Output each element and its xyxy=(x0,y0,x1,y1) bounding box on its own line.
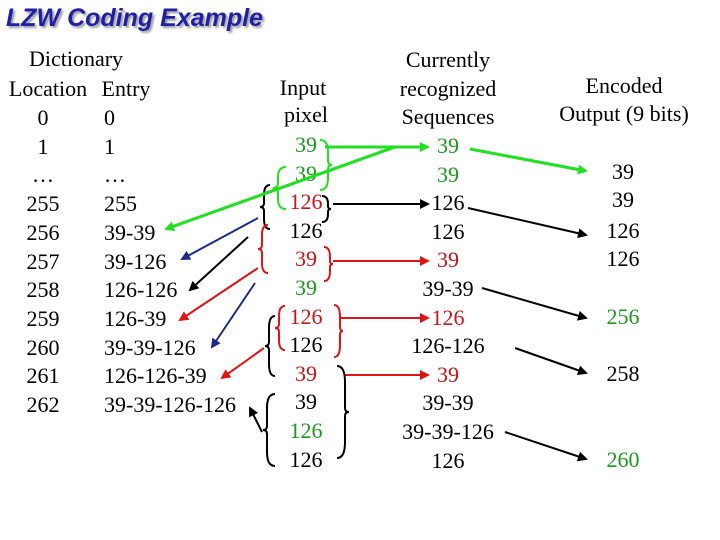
bracket-red-left-2 xyxy=(274,305,286,351)
dictionary-location: 259 xyxy=(26,305,60,331)
dictionary-location: 261 xyxy=(26,363,60,389)
recognized-sequence-value: 126 xyxy=(431,304,465,330)
arrow-seq-to-out-39 xyxy=(469,147,588,175)
dictionary-entry: 126-39 xyxy=(104,305,167,331)
dictionary-location: … xyxy=(32,162,54,188)
bracket-black-left-1 xyxy=(259,184,271,230)
dictionary-location: 255 xyxy=(26,191,60,217)
recognized-sequence-value: 126-126 xyxy=(411,333,485,359)
dictionary-header: Dictionary xyxy=(28,46,124,71)
output-bits-header: Output (9 bits) xyxy=(559,101,689,126)
dictionary-location: 256 xyxy=(26,219,60,245)
recognized-sequence-value: 126 xyxy=(431,218,465,244)
bracket-black-right-3 xyxy=(336,365,350,459)
input-pixel-value: 126 xyxy=(289,332,323,358)
encoded-output-value: 258 xyxy=(606,361,640,386)
bracket-green-left xyxy=(272,166,287,210)
arrow-seq-to-entry-258 xyxy=(188,236,249,292)
arrow-seq-to-out-256 xyxy=(481,287,588,321)
input-pixel-value: 126 xyxy=(289,217,323,243)
input-pixel-value: 39 xyxy=(295,246,317,272)
dictionary-entry: 126-126-39 xyxy=(104,363,207,389)
dictionary-location: 257 xyxy=(26,248,60,274)
input-pixel-value: 126 xyxy=(289,418,323,443)
dictionary-entry: 39-126 xyxy=(104,248,167,274)
bracket-black-left-2 xyxy=(264,315,276,377)
dictionary-location: 260 xyxy=(26,334,60,360)
recognized-sequence-value: 39 xyxy=(437,361,459,387)
input-pixel-value: 126 xyxy=(289,446,323,472)
encoded-output-value: 256 xyxy=(606,304,640,329)
slide-title: LZW Coding Example xyxy=(6,4,263,32)
arrow-seq-to-entry-261 xyxy=(220,347,265,380)
dictionary-entry: 39-39-126-126 xyxy=(104,392,236,417)
encoded-header: Encoded xyxy=(585,73,663,98)
dictionary-location: 0 xyxy=(37,105,49,130)
dictionary-entry: … xyxy=(104,162,126,188)
dictionary-entry: 1 xyxy=(104,133,115,159)
bracket-black-left-3 xyxy=(262,393,276,467)
dictionary-entry: 255 xyxy=(104,191,137,217)
input-pixel-value: 126 xyxy=(289,189,323,215)
location-header: Location xyxy=(8,76,88,101)
encoded-output-value: 126 xyxy=(606,246,640,271)
dictionary-entry: 0 xyxy=(104,105,115,130)
encoded-output-value: 260 xyxy=(606,447,640,472)
input-pixel-value: 39 xyxy=(295,132,317,157)
currently-header: Currently xyxy=(405,47,491,72)
arrow-seq-to-out-126 xyxy=(467,207,588,239)
arrow-seq-to-out-260 xyxy=(504,431,588,462)
arrow-seq-to-entry-257 xyxy=(180,217,259,260)
dictionary-entry: 39-39-126 xyxy=(104,334,196,360)
bracket-red-right-2 xyxy=(333,304,344,358)
recognized-sequence-value: 126 xyxy=(431,447,465,473)
input-pixel-value: 39 xyxy=(295,389,317,415)
arrow-seq-to-entry-262 xyxy=(249,406,263,433)
bracket-green-right xyxy=(319,139,333,191)
input-pixel-value: 126 xyxy=(289,303,323,329)
input-header: Input xyxy=(279,75,327,100)
recognized-sequence-value: 39 xyxy=(437,247,459,273)
recognized-sequence-value: 39-39-126 xyxy=(402,419,494,444)
arrow-seq-to-out-258 xyxy=(514,347,588,376)
dictionary-location: 258 xyxy=(26,277,60,303)
recognized-sequence-value: 126 xyxy=(431,190,465,216)
input-pixel-value: 39 xyxy=(295,360,317,386)
encoded-output-value: 39 xyxy=(612,159,634,184)
recognized-sequence-value: 39-39 xyxy=(422,390,474,416)
recognized-header: recognized xyxy=(399,76,497,101)
recognized-sequence-value: 39 xyxy=(437,161,459,187)
arrow-seq-to-entry-259 xyxy=(178,267,259,322)
bracket-black-right-1 xyxy=(321,195,332,223)
encoded-output-value: 126 xyxy=(606,218,640,243)
bracket-red-left-1 xyxy=(257,224,269,274)
dictionary-entry: 39-39 xyxy=(104,219,156,245)
arrow-seq-to-entry-260 xyxy=(210,282,256,349)
sequences-header: Sequences xyxy=(401,104,495,129)
recognized-sequence-value: 39 xyxy=(437,133,459,158)
arrow-seq-to-entry-256 xyxy=(164,145,396,232)
input-pixel-value: 39 xyxy=(295,275,317,300)
pixel-header: pixel xyxy=(284,102,328,127)
bracket-red-right-1 xyxy=(323,246,334,282)
dictionary-entry: 126-126 xyxy=(104,277,178,303)
recognized-sequence-value: 39-39 xyxy=(422,276,474,301)
encoded-output-value: 39 xyxy=(612,187,634,212)
entry-header: Entry xyxy=(101,76,151,101)
dictionary-location: 262 xyxy=(26,392,60,417)
dictionary-location: 1 xyxy=(37,133,49,159)
